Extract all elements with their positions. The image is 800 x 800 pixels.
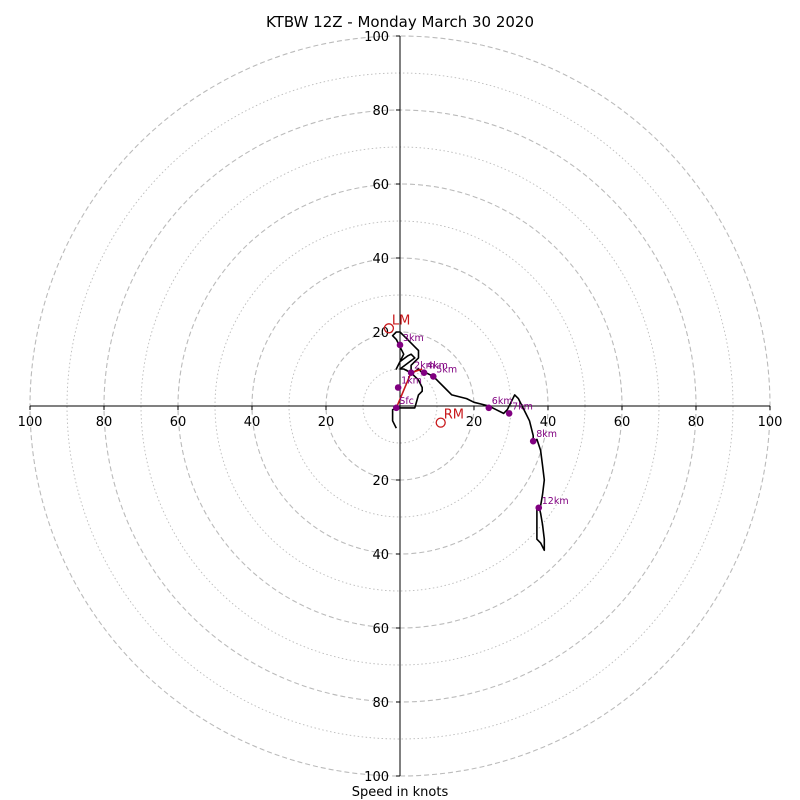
height-marker bbox=[393, 404, 400, 412]
y-tick-label: 100 bbox=[364, 770, 389, 785]
x-tick-label: 20 bbox=[318, 415, 335, 430]
height-label: 6km bbox=[492, 396, 513, 407]
x-tick-label: 60 bbox=[170, 415, 187, 430]
y-tick-label: 60 bbox=[372, 178, 389, 193]
axes bbox=[30, 36, 770, 776]
height-label: 4km bbox=[427, 361, 448, 372]
storm-motion-marker bbox=[383, 323, 395, 334]
chart-title: KTBW 12Z - Monday March 30 2020 bbox=[266, 13, 534, 31]
storm-motion-markers: LM RM bbox=[383, 313, 464, 428]
x-tick-label: 100 bbox=[758, 415, 783, 430]
x-tick-label: 40 bbox=[540, 415, 557, 430]
height-label: 12km bbox=[542, 496, 569, 507]
y-tick-label: 40 bbox=[372, 252, 389, 267]
x-tick-label: 40 bbox=[244, 415, 261, 430]
height-label: Sfc bbox=[399, 396, 414, 407]
height-marker bbox=[396, 341, 404, 349]
height-marker bbox=[535, 504, 543, 512]
y-tick-label: 80 bbox=[372, 104, 389, 119]
storm-motion-label: LM bbox=[392, 313, 410, 328]
height-marker bbox=[420, 369, 428, 377]
height-marker bbox=[394, 384, 402, 391]
height-label: 1km bbox=[401, 376, 422, 387]
height-label: 3km bbox=[403, 333, 424, 344]
x-tick-label: 100 bbox=[18, 415, 43, 430]
storm-motion-marker bbox=[435, 417, 446, 428]
x-tick-label: 80 bbox=[688, 415, 705, 430]
y-tick-label: 40 bbox=[372, 548, 389, 563]
storm-motion-label: RM bbox=[444, 408, 464, 423]
height-marker bbox=[430, 373, 437, 380]
height-label: 7km bbox=[512, 401, 533, 412]
y-tick-label: 60 bbox=[372, 622, 389, 637]
height-marker bbox=[485, 404, 493, 412]
tick-labels: 20 20 20 20 40 40 40 40 60 60 60 60 80 80 80 80 100 100 10… bbox=[18, 30, 783, 785]
height-marker bbox=[529, 437, 537, 445]
height-label: 5km bbox=[436, 364, 457, 375]
height-marker bbox=[407, 369, 415, 377]
y-tick-label: 20 bbox=[372, 474, 389, 489]
y-tick-label: 100 bbox=[364, 30, 389, 45]
height-marker bbox=[505, 410, 513, 417]
x-axis-label: Speed in knots bbox=[352, 785, 449, 800]
height-label: 8km bbox=[536, 429, 557, 440]
y-tick-label: 80 bbox=[372, 696, 389, 711]
x-tick-label: 20 bbox=[466, 415, 483, 430]
x-tick-label: 80 bbox=[96, 415, 113, 430]
y-tick-label: 20 bbox=[372, 326, 389, 341]
height-label: 2km bbox=[414, 361, 435, 372]
x-tick-label: 60 bbox=[614, 415, 631, 430]
